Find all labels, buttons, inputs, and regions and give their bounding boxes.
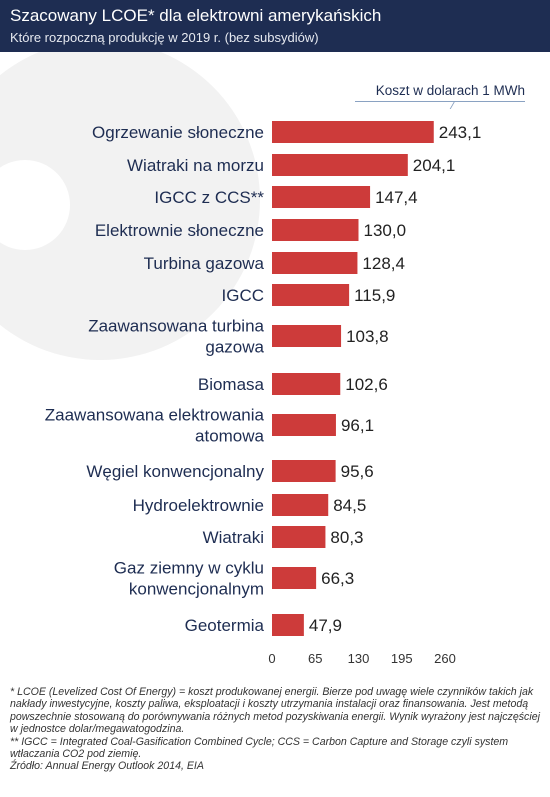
category-label-1-0: Wiatraki na morzu [127,156,264,175]
bar-chart: 243,1 Ogrzewanie słoneczne 204,1 Wiatraki n… [45,121,482,666]
category-label-11-0: Wiatraki [203,528,264,547]
bar-2 [272,186,371,208]
x-tick-label-3: 195 [391,651,413,666]
value-label-13: 47,9 [309,616,342,635]
category-label-10-0: Hydroelektrownie [133,496,264,515]
bar-0 [272,121,434,143]
x-tick-label-2: 130 [348,651,370,666]
bar-13 [272,614,304,636]
bar-12 [272,567,317,589]
category-label-8-1: atomowa [195,427,265,446]
bar-3 [272,219,359,241]
footnotes: * LCOE (Levelized Cost Of Energy) = kosz… [10,686,540,773]
category-label-0-0: Ogrzewanie słoneczne [92,123,264,142]
footnote-lcoe: * LCOE (Levelized Cost Of Energy) = kosz… [10,686,540,736]
unit-underline [355,101,525,102]
category-label-9-0: Węgiel konwencjonalny [86,462,264,481]
x-tick-label-1: 65 [308,651,322,666]
value-label-0: 243,1 [439,123,482,142]
value-label-1: 204,1 [413,156,456,175]
footnote-source: Źródło: Annual Energy Outlook 2014, EIA [10,760,204,773]
value-label-6: 103,8 [346,327,389,346]
bar-6 [272,325,342,347]
value-label-2: 147,4 [375,188,418,207]
bar-4 [272,252,358,274]
value-label-4: 128,4 [362,254,405,273]
category-label-6-1: gazowa [205,338,264,357]
header-bar: Szacowany LCOE* dla elektrowni amerykańs… [0,0,550,52]
category-label-8-0: Zaawansowana elektrowania [45,406,265,425]
value-label-8: 96,1 [341,416,374,435]
footnote-igcc: ** IGCC = Integrated Coal-Gasification C… [10,735,509,761]
value-label-5: 115,9 [354,286,395,305]
x-tick-label-0: 0 [268,651,275,666]
category-label-7-0: Biomasa [198,375,265,394]
bar-8 [272,414,336,436]
value-label-9: 95,6 [341,462,374,481]
category-label-13-0: Geotermia [185,616,265,635]
category-label-6-0: Zaawansowana turbina [88,317,264,336]
value-label-10: 84,5 [333,496,366,515]
watermark-logo-inner [0,160,70,250]
category-label-4-0: Turbina gazowa [144,254,265,273]
bar-7 [272,373,341,395]
value-label-3: 130,0 [364,221,407,240]
category-label-12-0: Gaz ziemny w cyklu [114,559,264,578]
value-label-12: 66,3 [321,569,354,588]
unit-label: Koszt w dolarach 1 MWh [375,83,525,98]
chart-title: Szacowany LCOE* dla elektrowni amerykańs… [10,6,382,25]
bar-11 [272,526,326,548]
value-label-7: 102,6 [345,375,388,394]
category-label-3-0: Elektrownie słoneczne [95,221,264,240]
watermark-logo [0,40,260,360]
category-label-2-0: IGCC z CCS** [154,188,264,207]
chart-subtitle: Które rozpoczną produkcję w 2019 r. (bez… [10,30,319,45]
bar-10 [272,494,329,516]
category-label-5-0: IGCC [222,286,265,305]
x-tick-label-4: 260 [434,651,456,666]
bar-5 [272,284,350,306]
category-label-12-1: konwencjonalnym [129,580,264,599]
bar-9 [272,460,336,482]
value-label-11: 80,3 [330,528,363,547]
bar-1 [272,154,408,176]
